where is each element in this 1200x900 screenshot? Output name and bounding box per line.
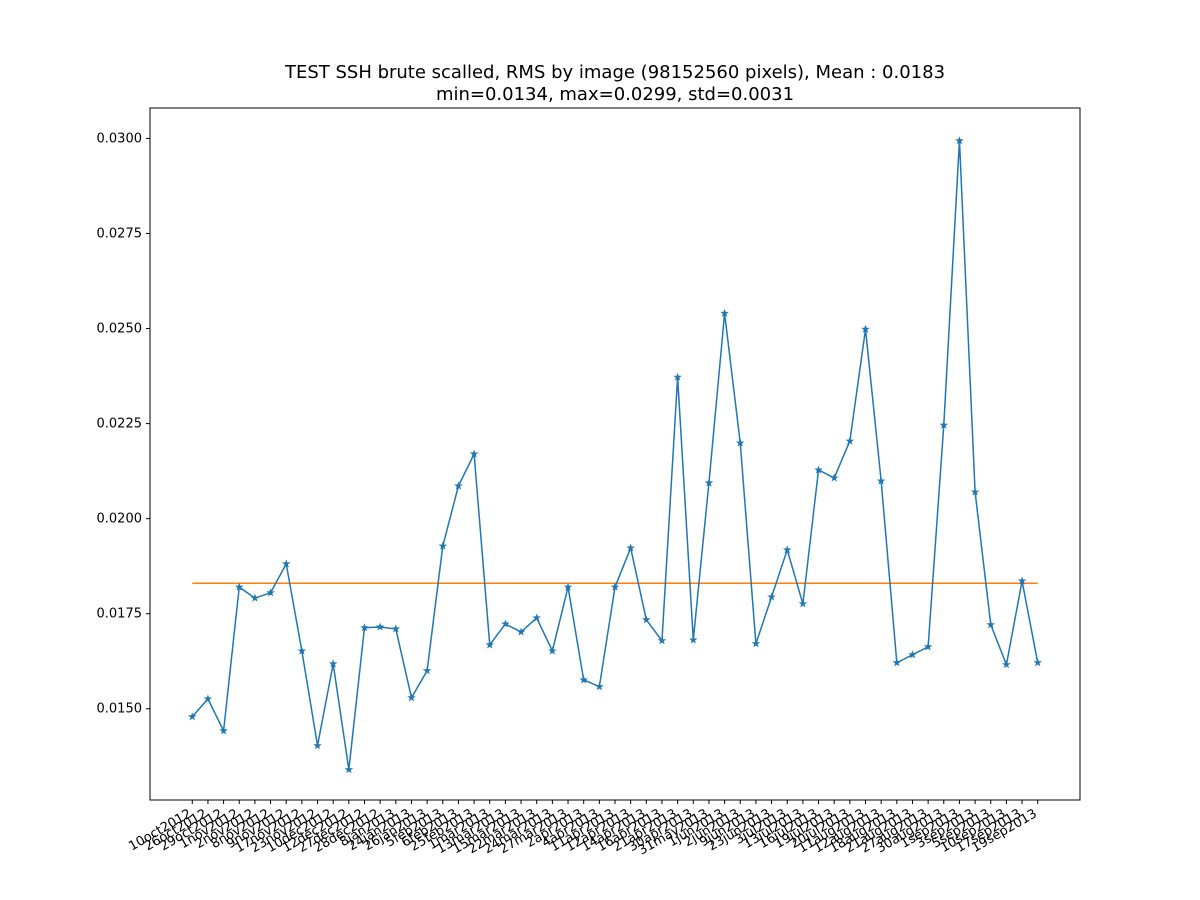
y-tick-label: 0.0250 bbox=[97, 322, 143, 337]
data-point bbox=[751, 639, 761, 648]
data-point bbox=[736, 438, 745, 447]
data-point bbox=[626, 543, 635, 552]
y-tick-label: 0.0200 bbox=[97, 512, 143, 527]
data-point bbox=[845, 436, 855, 445]
data-point bbox=[501, 619, 510, 628]
data-point bbox=[375, 622, 385, 631]
data-point bbox=[391, 624, 401, 633]
data-point bbox=[861, 324, 870, 333]
data-point bbox=[266, 588, 275, 597]
data-point bbox=[689, 635, 698, 644]
data-point bbox=[908, 650, 917, 659]
data-point bbox=[360, 623, 369, 632]
data-point bbox=[532, 613, 541, 622]
data-point bbox=[657, 636, 667, 645]
data-point bbox=[328, 659, 338, 668]
data-point bbox=[1017, 576, 1027, 585]
data-point bbox=[1002, 660, 1011, 669]
data-point bbox=[188, 712, 197, 721]
data-point bbox=[720, 308, 729, 317]
data-point bbox=[595, 682, 604, 691]
data-point bbox=[516, 627, 526, 636]
data-point bbox=[344, 765, 354, 774]
data-point bbox=[970, 487, 980, 496]
data-point bbox=[1033, 658, 1042, 667]
y-tick-label: 0.0225 bbox=[97, 417, 143, 432]
data-point bbox=[548, 646, 557, 655]
data-point bbox=[814, 465, 823, 474]
data-point bbox=[579, 675, 588, 684]
y-tick-label: 0.0275 bbox=[97, 226, 143, 241]
data-point bbox=[955, 136, 964, 145]
data-line bbox=[191, 140, 1039, 770]
data-point bbox=[798, 599, 808, 608]
data-point bbox=[563, 582, 573, 591]
data-point bbox=[923, 642, 933, 651]
data-point bbox=[297, 646, 307, 655]
data-point bbox=[642, 615, 651, 624]
data-point bbox=[422, 666, 432, 675]
plot-frame bbox=[149, 107, 1081, 801]
data-point bbox=[454, 481, 463, 490]
data-point bbox=[469, 449, 479, 458]
data-point bbox=[876, 476, 886, 485]
data-point bbox=[782, 545, 792, 554]
data-point bbox=[438, 541, 448, 550]
chart-title: TEST SSH brute scalled, RMS by image (98… bbox=[284, 62, 945, 83]
data-point bbox=[281, 559, 291, 568]
data-point bbox=[250, 593, 260, 602]
data-point bbox=[767, 592, 776, 601]
data-point bbox=[673, 372, 682, 381]
data-point bbox=[235, 582, 244, 591]
data-point bbox=[610, 582, 620, 591]
data-point bbox=[892, 658, 902, 667]
y-tick-label: 0.0150 bbox=[97, 702, 143, 717]
y-tick-label: 0.0300 bbox=[97, 131, 143, 146]
data-point bbox=[704, 478, 714, 487]
data-point bbox=[986, 620, 995, 629]
y-tick-label: 0.0175 bbox=[97, 607, 143, 622]
data-point bbox=[313, 741, 322, 750]
data-point bbox=[203, 694, 213, 703]
data-point bbox=[219, 726, 228, 735]
chart-subtitle: min=0.0134, max=0.0299, std=0.0031 bbox=[436, 84, 794, 105]
data-point bbox=[829, 473, 839, 482]
data-point bbox=[485, 640, 494, 649]
data-point bbox=[407, 693, 416, 702]
data-point bbox=[939, 420, 949, 429]
